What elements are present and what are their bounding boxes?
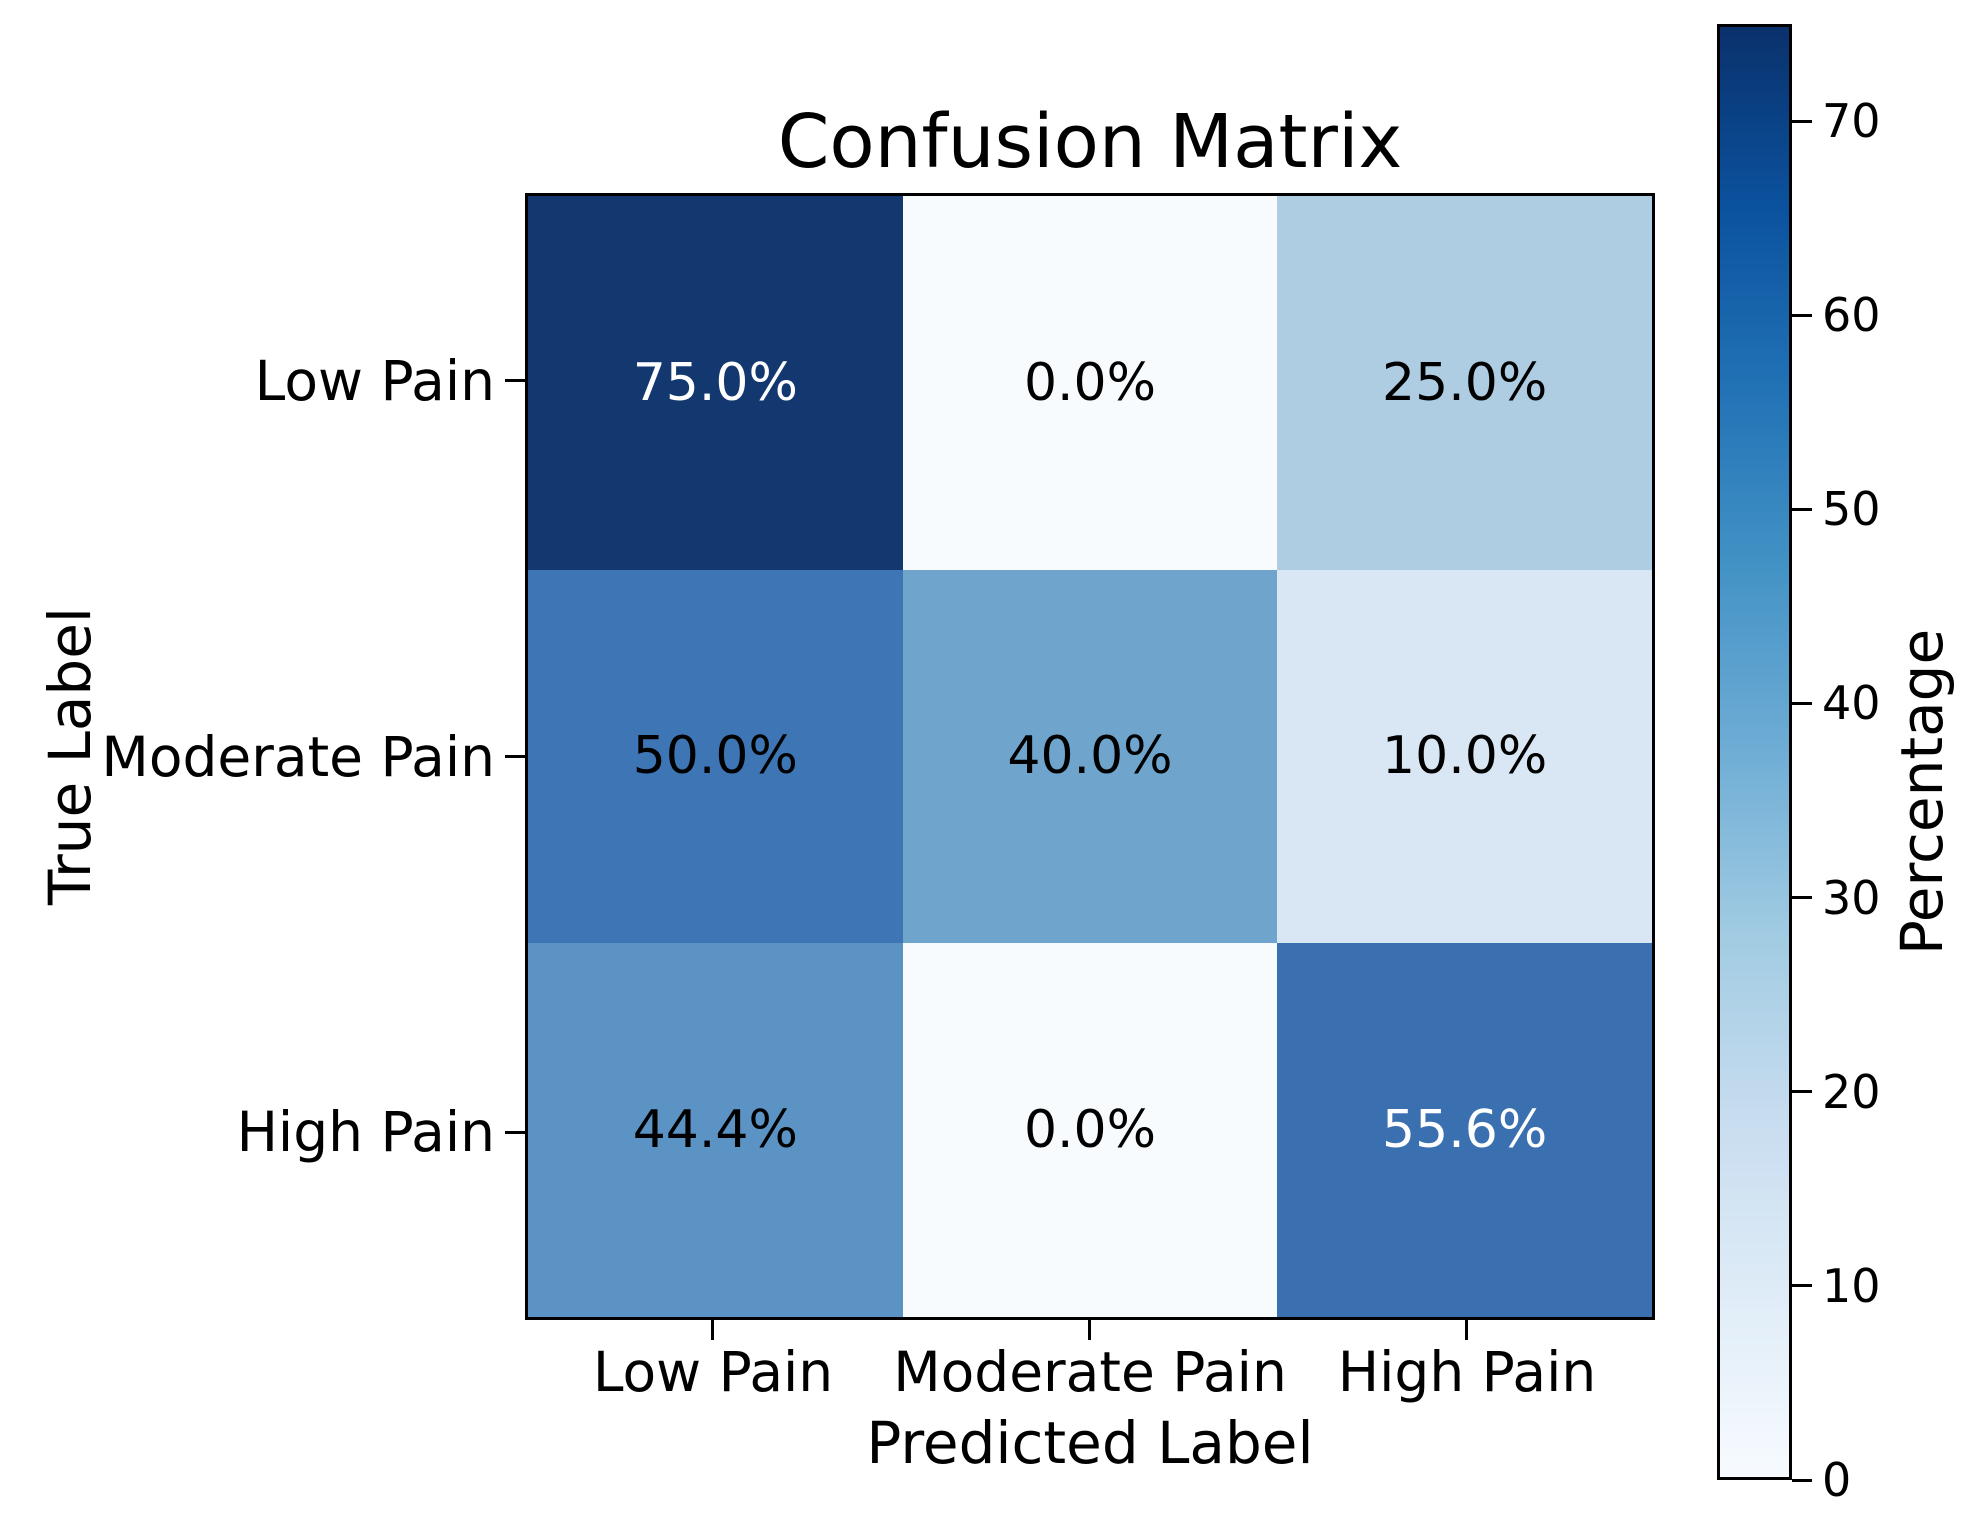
y-axis-tick: [505, 1131, 525, 1134]
colorbar-tick-mark: [1792, 1090, 1812, 1094]
heatmap-cell: 75.0%: [528, 196, 903, 570]
colorbar-tick-label: 30: [1822, 870, 1881, 925]
colorbar-tick-mark: [1792, 1478, 1812, 1482]
heatmap-cell: 55.6%: [1277, 943, 1652, 1317]
heatmap-cell: 44.4%: [528, 943, 903, 1317]
heatmap-cell: 25.0%: [1277, 196, 1652, 570]
heatmap-cell: 0.0%: [902, 943, 1278, 1317]
heatmap-plot: 75.0% 0.0% 25.0% 50.0% 40.0% 10.0% 44.4%…: [525, 193, 1655, 1320]
x-axis-tick: [711, 1320, 714, 1340]
y-axis-tick: [505, 379, 525, 382]
x-axis-tick: [1088, 1320, 1091, 1340]
colorbar-tick-mark: [1792, 896, 1812, 900]
x-tick-label: Low Pain: [592, 1340, 834, 1404]
colorbar-tick-label: 60: [1822, 288, 1881, 343]
colorbar-tick-mark: [1792, 119, 1812, 123]
colorbar-tick-mark: [1792, 507, 1812, 511]
colorbar-gradient: [1717, 24, 1792, 1480]
chart-title: Confusion Matrix: [777, 99, 1403, 185]
colorbar-label: Percentage: [1888, 628, 1956, 956]
colorbar-tick-label: 10: [1822, 1258, 1881, 1313]
colorbar-tick-label: 0: [1822, 1453, 1852, 1507]
colorbar-tick-label: 50: [1822, 482, 1881, 537]
heatmap-cell: 40.0%: [902, 569, 1278, 944]
colorbar-tick-label: 20: [1822, 1064, 1881, 1119]
colorbar-tick-mark: [1792, 701, 1812, 705]
x-axis-tick: [1465, 1320, 1468, 1340]
colorbar-tick-label: 40: [1822, 676, 1881, 731]
y-tick-label: Moderate Pain: [101, 725, 495, 789]
x-tick-label: Moderate Pain: [893, 1340, 1287, 1404]
y-tick-label: High Pain: [236, 1100, 495, 1164]
y-tick-label: Low Pain: [254, 349, 495, 413]
heatmap-cell: 0.0%: [902, 196, 1278, 570]
x-tick-label: High Pain: [1337, 1340, 1597, 1404]
heatmap-cell: 10.0%: [1277, 569, 1652, 944]
colorbar-tick-label: 70: [1822, 94, 1881, 149]
y-axis-tick: [505, 755, 525, 758]
colorbar-tick-mark: [1792, 1284, 1812, 1288]
heatmap-cell: 50.0%: [528, 569, 903, 944]
x-axis-label: Predicted Label: [866, 1409, 1314, 1477]
colorbar-tick-mark: [1792, 313, 1812, 317]
